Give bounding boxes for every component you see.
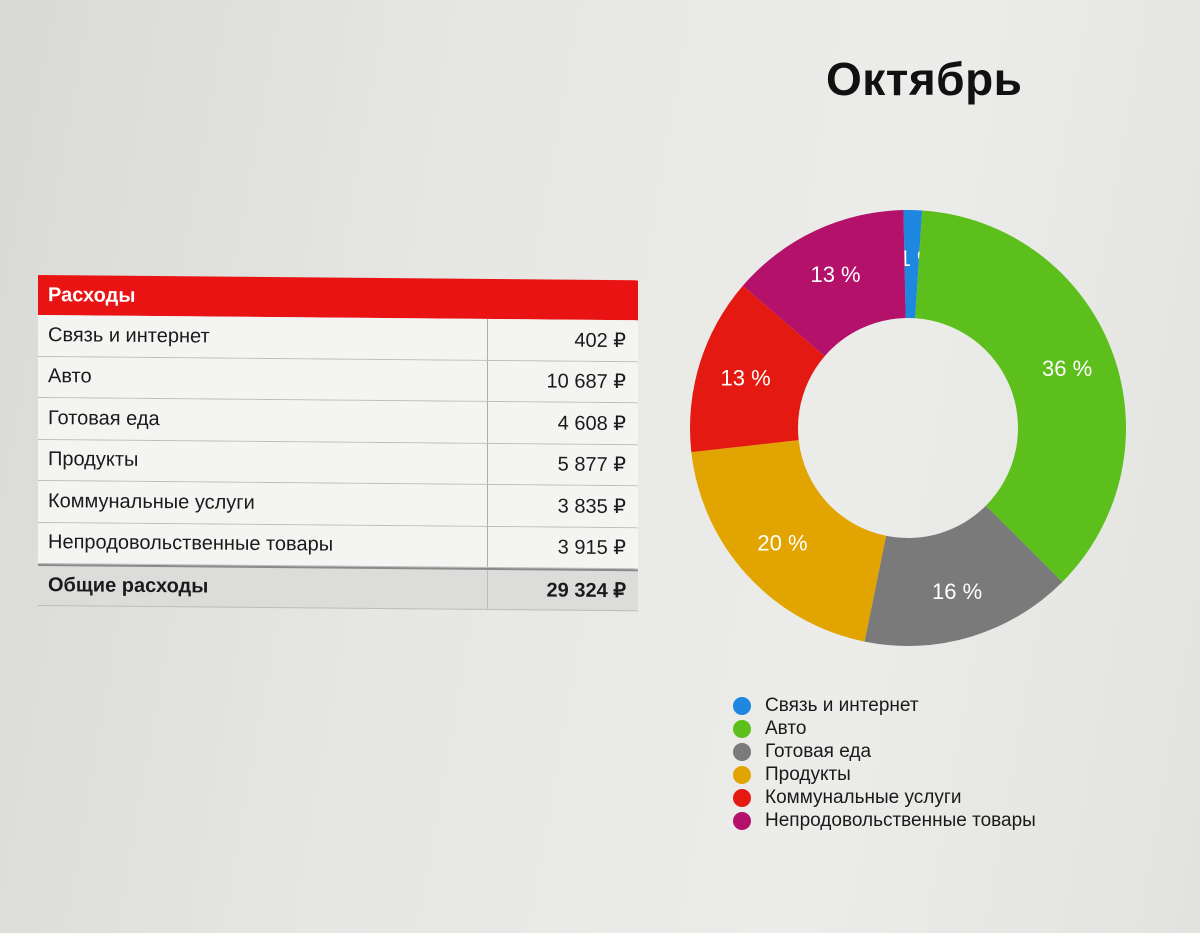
total-row: Общие расходы 29 324 ₽ (38, 564, 638, 611)
legend-label: Связь и интернет (765, 694, 919, 716)
legend-label: Непродовольственные товары (765, 809, 1036, 831)
slice-percent-label: 13 % (721, 366, 771, 391)
table-row: Продукты 5 877 ₽ (38, 439, 638, 487)
slice-percent-label: 13 % (810, 262, 860, 287)
legend-item: Авто (733, 717, 1036, 740)
slice-percent-label: 16 % (932, 579, 982, 604)
table-row: Авто 10 687 ₽ (38, 356, 638, 404)
donut-chart: 1 %36 %16 %20 %13 %13 % (690, 210, 1126, 646)
row-value: 3 835 ₽ (557, 495, 626, 518)
legend-label: Готовая еда (765, 740, 872, 762)
donut-slice (690, 285, 825, 453)
row-label: Коммунальные услуги (38, 481, 488, 526)
total-label: Общие расходы (38, 566, 488, 609)
row-value: 3 915 ₽ (557, 536, 626, 560)
legend-label: Коммунальные услуги (765, 786, 962, 808)
row-label: Непродовольственные товары (38, 522, 488, 567)
chart-legend: Связь и интернет Авто Готовая еда Продукты К… (733, 694, 1036, 832)
donut-slice (864, 505, 1063, 646)
legend-swatch (733, 742, 751, 761)
legend-item: Продукты (733, 763, 1036, 786)
legend-item: Готовая еда (733, 740, 1036, 763)
legend-item: Непродовольственные товары (733, 809, 1036, 832)
table-row: Готовая еда 4 608 ₽ (38, 398, 638, 445)
table-header: Расходы (38, 275, 638, 321)
expenses-table: Расходы Связь и интернет 402 ₽ Авто 10 6… (38, 275, 638, 611)
donut-slice (742, 210, 906, 357)
legend-swatch (733, 765, 751, 784)
table-row: Связь и интернет 402 ₽ (38, 315, 638, 362)
legend-item: Связь и интернет (733, 694, 1036, 717)
table-row: Непродовольственные товары 3 915 ₽ (38, 522, 638, 570)
row-value: 10 687 ₽ (546, 370, 626, 394)
row-value: 5 877 ₽ (557, 453, 626, 477)
legend-swatch (733, 696, 751, 715)
row-value: 402 ₽ (574, 329, 626, 352)
total-value: 29 324 ₽ (546, 579, 626, 602)
row-label: Готовая еда (38, 398, 488, 443)
legend-label: Авто (765, 717, 807, 739)
row-label: Связь и интернет (38, 315, 488, 360)
donut-slice (903, 210, 923, 319)
slice-percent-label: 20 % (757, 531, 807, 556)
row-value: 4 608 ₽ (557, 412, 626, 435)
legend-swatch (733, 788, 751, 807)
legend-swatch (733, 811, 751, 830)
legend-swatch (733, 719, 751, 738)
row-label: Продукты (38, 439, 488, 484)
chart-title: Октябрь (826, 53, 1023, 105)
legend-label: Продукты (765, 763, 851, 785)
table-row: Коммунальные услуги 3 835 ₽ (38, 481, 638, 528)
legend-item: Коммунальные услуги (733, 786, 1036, 809)
donut-slice (915, 210, 1126, 582)
slice-percent-label: 36 % (1042, 356, 1092, 381)
donut-slice (691, 440, 887, 642)
row-label: Авто (38, 356, 488, 401)
